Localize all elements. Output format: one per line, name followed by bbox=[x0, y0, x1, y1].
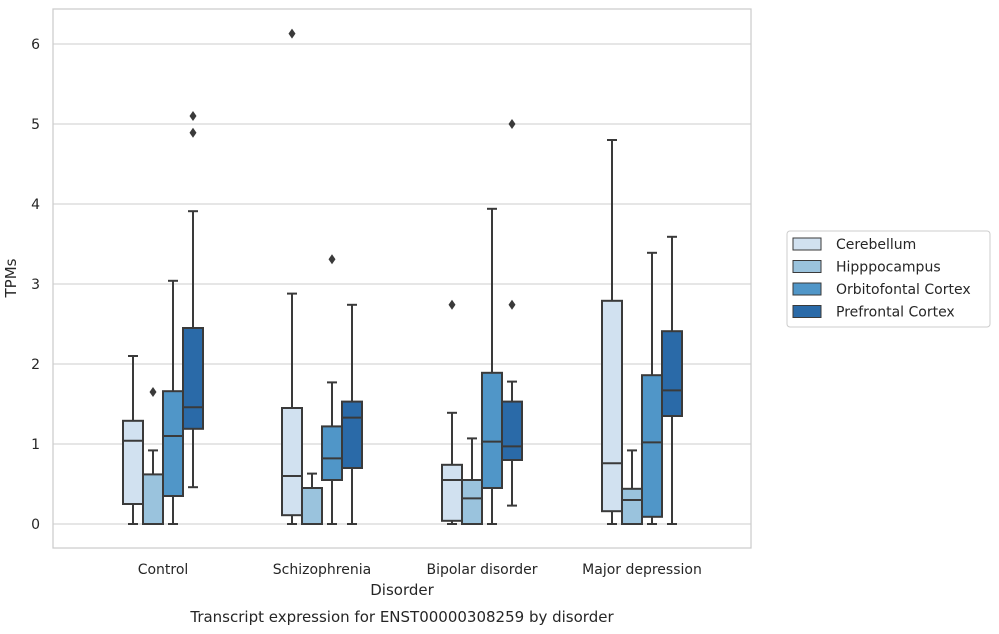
box-3-1 bbox=[341, 303, 363, 525]
box-0-2 bbox=[441, 299, 463, 525]
box-body bbox=[601, 299, 623, 513]
box-body bbox=[661, 330, 683, 418]
box-body bbox=[182, 327, 204, 430]
box-body bbox=[501, 400, 523, 462]
outlier-point bbox=[508, 299, 516, 310]
y-tick-label: 6 bbox=[31, 37, 40, 53]
y-axis-title: TPMs bbox=[2, 258, 20, 298]
legend-label: Prefrontal Cortex bbox=[836, 305, 955, 321]
box-2-3 bbox=[641, 251, 663, 525]
legend: Cerebellum Hipppocampus Orbitofontal Corte… bbox=[786, 230, 991, 328]
box-0-3 bbox=[601, 139, 623, 525]
y-tick-label: 1 bbox=[31, 437, 40, 453]
x-tick-label: Bipolar disorder bbox=[426, 562, 537, 578]
x-tick-labels: Control Schizophrenia Bipolar disorder Majo… bbox=[138, 562, 702, 578]
legend-frame bbox=[786, 230, 991, 328]
box-body bbox=[281, 407, 303, 517]
box-1-1 bbox=[301, 472, 323, 525]
box-body bbox=[461, 479, 483, 525]
box-1-2 bbox=[461, 437, 483, 525]
plot-frame bbox=[52, 8, 752, 549]
legend-swatch bbox=[792, 282, 822, 296]
box-body bbox=[162, 390, 184, 498]
box-body bbox=[341, 400, 363, 470]
x-axis-title: Disorder bbox=[370, 581, 434, 599]
outlier-point bbox=[189, 127, 197, 138]
box-3-2 bbox=[501, 119, 523, 507]
y-tick-label: 3 bbox=[31, 277, 40, 293]
outlier-point bbox=[149, 387, 157, 397]
legend-label: Cerebellum bbox=[836, 237, 916, 253]
legend-label: Hipppocampus bbox=[836, 260, 941, 276]
x-tick-label: Schizophrenia bbox=[273, 562, 371, 578]
x-tick-label: Major depression bbox=[582, 562, 702, 578]
boxes bbox=[122, 28, 683, 525]
legend-label: Orbitofontal Cortex bbox=[836, 282, 971, 298]
chart-title: Transcript expression for ENST0000030825… bbox=[189, 608, 614, 626]
box-1-0 bbox=[142, 387, 164, 525]
box-0-1 bbox=[281, 28, 303, 525]
y-tick-label: 0 bbox=[31, 517, 40, 533]
legend-swatch bbox=[792, 237, 822, 251]
legend-swatch bbox=[792, 305, 822, 318]
outlier-point bbox=[288, 28, 296, 39]
box-body bbox=[481, 371, 503, 489]
box-3-3 bbox=[661, 235, 683, 525]
legend-swatch bbox=[792, 260, 822, 273]
box-3-0 bbox=[182, 111, 204, 489]
box-body bbox=[142, 473, 164, 525]
box-body bbox=[122, 419, 144, 505]
y-tick-label: 4 bbox=[31, 197, 40, 213]
outlier-point bbox=[508, 119, 516, 129]
x-tick-label: Control bbox=[138, 562, 189, 578]
box-body bbox=[321, 425, 343, 481]
box-0-0 bbox=[122, 355, 144, 525]
y-tick-labels: 0 1 2 3 4 5 6 bbox=[31, 37, 40, 533]
y-tick-label: 2 bbox=[31, 357, 40, 373]
box-2-0 bbox=[162, 279, 184, 525]
y-tick-label: 5 bbox=[31, 117, 40, 133]
outlier-point bbox=[328, 254, 336, 265]
box-body bbox=[441, 463, 463, 522]
outlier-point bbox=[448, 299, 456, 310]
box-body bbox=[641, 374, 663, 518]
outlier-point bbox=[189, 111, 197, 121]
box-body bbox=[621, 487, 643, 525]
box-body bbox=[301, 487, 323, 525]
